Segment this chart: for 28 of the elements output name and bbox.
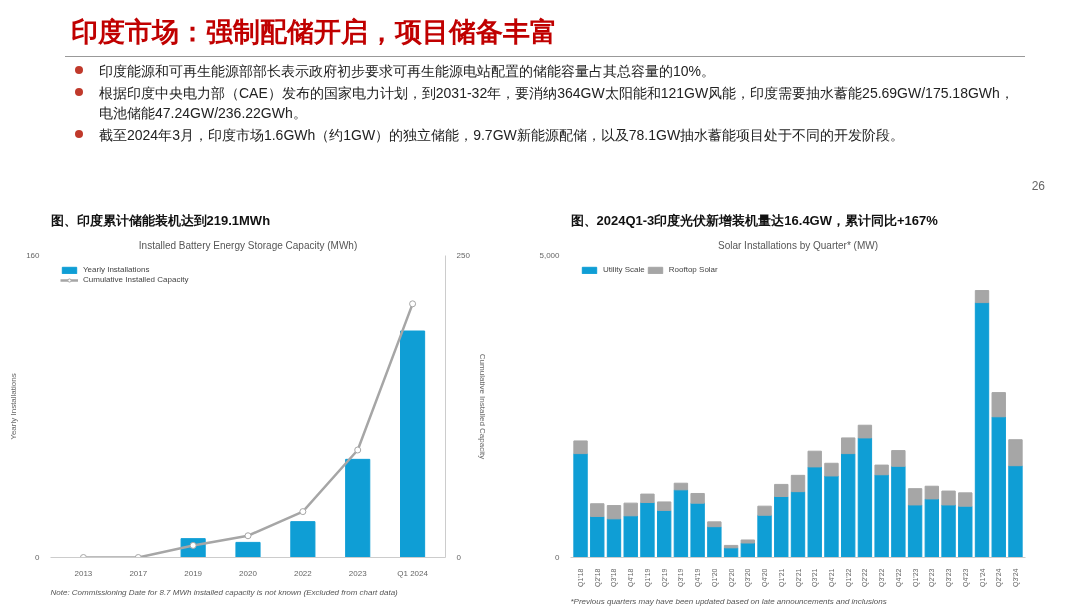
text: 截至2024年3月，印度市场1.6GWh（约1GW）的独立储能，9.7GW新能源配储，以及78.1GW抽水蓄能项目处于不同的开发阶段。	[98, 125, 906, 145]
text: Note: Commissioning Date for 8.7 MWh installed capacity is not known (Excluded from chart data)	[50, 587, 399, 597]
x-tick-label: 2020	[239, 568, 258, 578]
chart-title: 图、2024Q1-3印度光伏新增装机量达16.4GW，累计同比+167%	[570, 212, 939, 228]
legend-label: Utility Scale	[603, 265, 645, 274]
y-tick-label: 5,000	[539, 251, 561, 260]
text: 印度市场：强制配储开启，项目储备丰富	[70, 16, 558, 49]
y2-tick-label: 250	[456, 251, 471, 260]
y2-tick-label: 0	[456, 553, 462, 562]
chart-subtitle: Installed Battery Energy Storage Capacity (MWh)	[138, 239, 358, 251]
x-tick-label: 2023	[348, 568, 368, 578]
y-axis-title: Yearly Installations	[9, 373, 19, 440]
x-tick-label: Q1 2024	[397, 568, 429, 578]
x-tick-label: 2013	[74, 568, 93, 578]
x-tick-label: 2019	[184, 568, 203, 578]
y-tick-label: 160	[26, 251, 41, 260]
y2-axis-title: Cumulative Installed Capacity	[477, 353, 487, 460]
legend-label: Yearly Installations	[83, 265, 150, 274]
text: 26	[1031, 178, 1045, 195]
legend-label: Rooftop Solar	[668, 265, 718, 274]
text: 印度能源和可再生能源部部长表示政府初步要求可再生能源电站配置的储能容量占其总容量的10%。	[98, 61, 717, 81]
x-tick-label: 2022	[293, 568, 313, 578]
text: *Previous quarters may have been updated based on late announcements and inclusions	[570, 596, 887, 606]
x-tick-label: 2017	[129, 568, 148, 578]
legend-label: Cumulative Installed Capacity	[83, 275, 189, 284]
text: 根据印度中央电力部（CAE）发布的国家电力计划，到2031-32年，要消纳364GW太阳能和121GW风能，印度需要抽水蓄能25.69GW/175.18GWh，电池储能47.24GW/236.22GWh。	[98, 83, 1015, 123]
chart-subtitle: Solar Installations by Quarter* (MW)	[717, 239, 879, 251]
chart-title: 图、印度累计储能装机达到219.1MWh	[50, 212, 271, 228]
